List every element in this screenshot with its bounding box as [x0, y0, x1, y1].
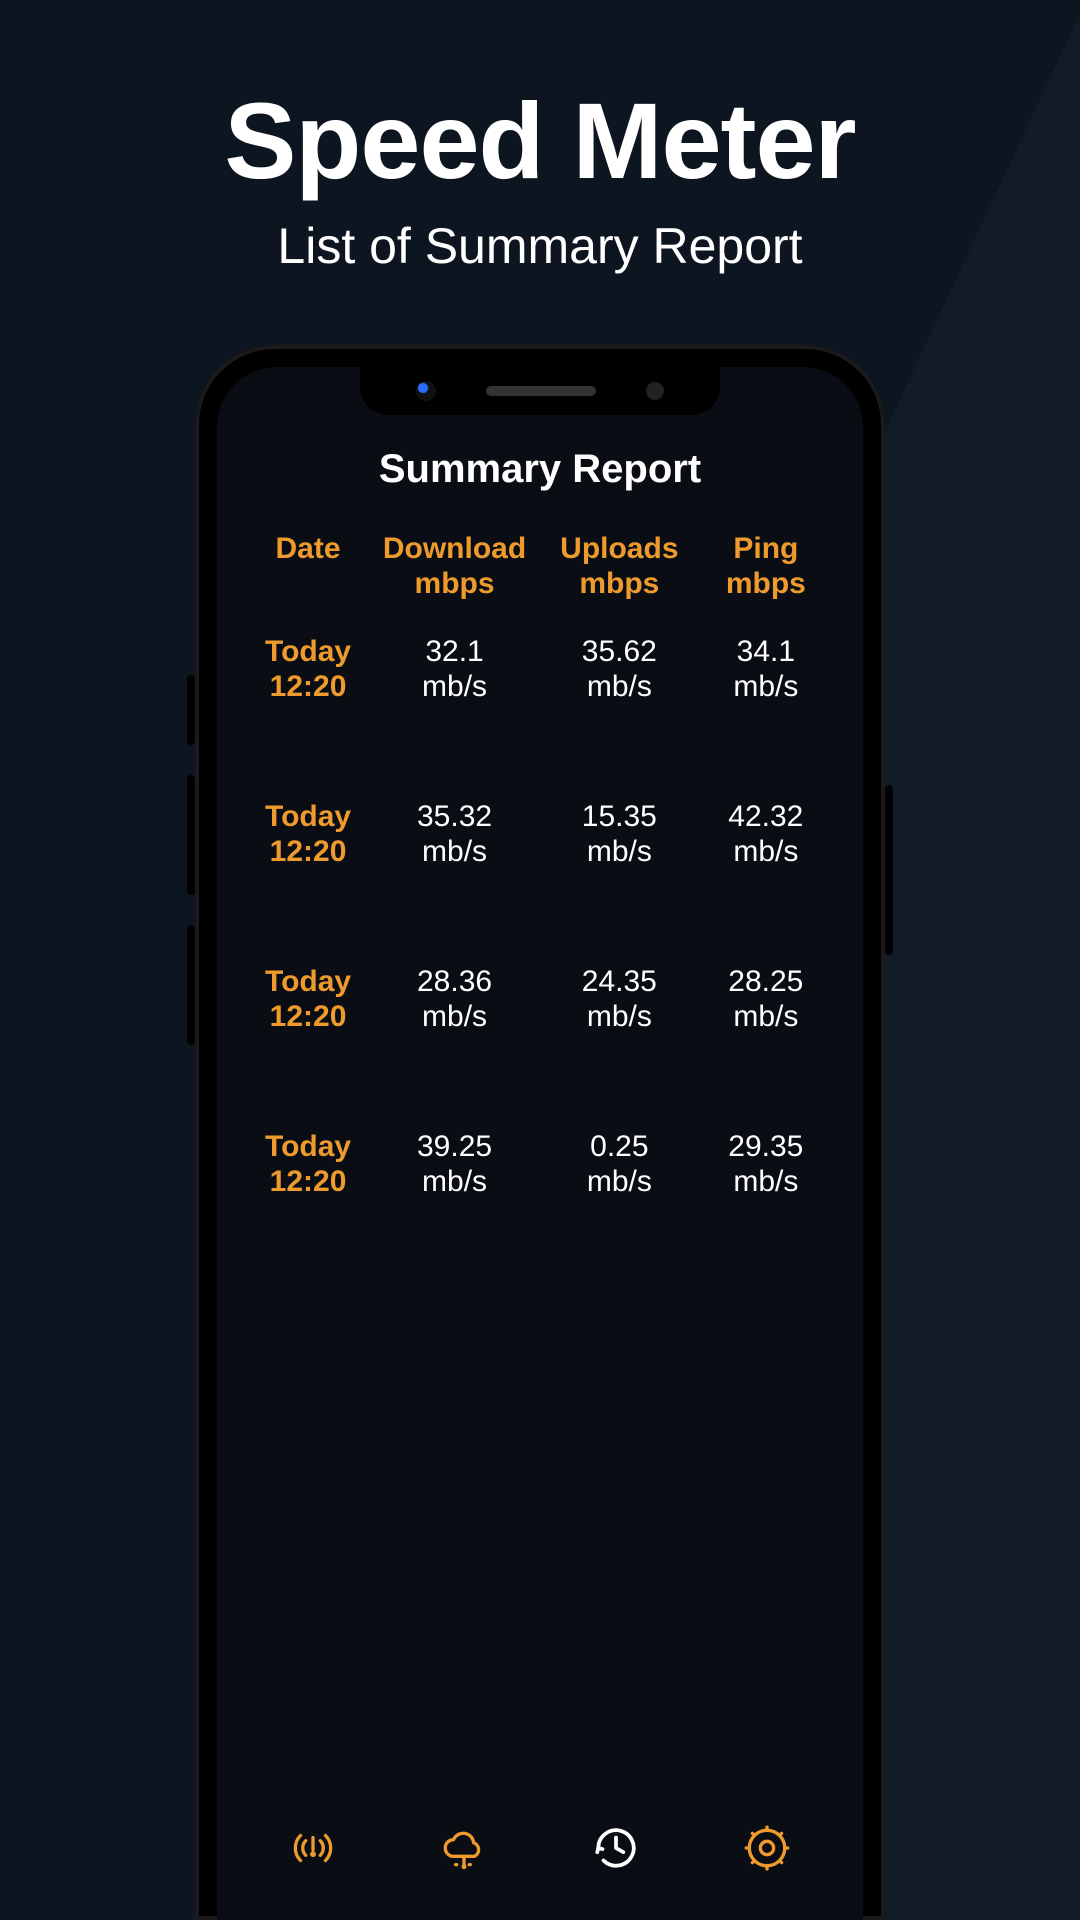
cell-ping: 34.1mb/s: [699, 635, 833, 704]
cell-upload: 0.25mb/s: [540, 1130, 699, 1199]
sensor-icon: [646, 382, 664, 400]
cell-upload: 35.62mb/s: [540, 635, 699, 704]
cell-download: 39.25mb/s: [369, 1130, 540, 1199]
column-header-uploads: Uploads mbps: [540, 532, 699, 601]
table-row[interactable]: Today12:2032.1mb/s35.62mb/s34.1mb/s: [247, 635, 833, 704]
phone-side-button: [187, 775, 195, 895]
nav-cloud-button[interactable]: [434, 1820, 494, 1880]
cell-date: Today12:20: [247, 965, 369, 1034]
history-icon: [591, 1823, 641, 1878]
table-header-row: Date Download mbps Uploads mbps Ping: [247, 532, 833, 601]
table-row[interactable]: Today12:2035.32mb/s15.35mb/s42.32mb/s: [247, 800, 833, 869]
page-root: Speed Meter List of Summary Report Summa…: [0, 0, 1080, 1920]
phone-side-button: [187, 925, 195, 1045]
column-header-ping: Ping mbps: [699, 532, 833, 601]
nav-settings-button[interactable]: [737, 1820, 797, 1880]
hero-title: Speed Meter: [224, 78, 855, 203]
cell-upload: 24.35mb/s: [540, 965, 699, 1034]
signal-icon: [288, 1823, 338, 1878]
cell-ping: 29.35mb/s: [699, 1130, 833, 1199]
cell-download: 35.32mb/s: [369, 800, 540, 869]
cell-date: Today12:20: [247, 635, 369, 704]
cloud-icon: [439, 1823, 489, 1878]
table-row[interactable]: Today12:2028.36mb/s24.35mb/s28.25mb/s: [247, 965, 833, 1034]
gear-icon: [742, 1823, 792, 1878]
screen-content: Summary Report Date Download mbps Upload…: [217, 367, 863, 1800]
cell-download: 28.36mb/s: [369, 965, 540, 1034]
report-table: Date Download mbps Uploads mbps Ping: [247, 532, 833, 1295]
cell-ping: 28.25mb/s: [699, 965, 833, 1034]
column-header-date: Date: [247, 532, 369, 567]
column-header-download: Download mbps: [369, 532, 540, 601]
bottom-nav: [217, 1800, 863, 1920]
nav-history-button[interactable]: [586, 1820, 646, 1880]
speaker-grill: [486, 386, 596, 396]
front-camera-icon: [416, 381, 436, 401]
phone-frame: Summary Report Date Download mbps Upload…: [195, 345, 885, 1920]
cell-download: 32.1mb/s: [369, 635, 540, 704]
cell-date: Today12:20: [247, 1130, 369, 1199]
cell-upload: 15.35mb/s: [540, 800, 699, 869]
phone-screen: Summary Report Date Download mbps Upload…: [217, 367, 863, 1920]
phone-side-button: [187, 675, 195, 745]
nav-signal-button[interactable]: [283, 1820, 343, 1880]
hero-subtitle: List of Summary Report: [277, 217, 802, 275]
screen-title: Summary Report: [247, 447, 833, 492]
cell-date: Today12:20: [247, 800, 369, 869]
phone-notch: [360, 367, 720, 415]
cell-ping: 42.32mb/s: [699, 800, 833, 869]
table-row[interactable]: Today12:2039.25mb/s0.25mb/s29.35mb/s: [247, 1130, 833, 1199]
phone-side-button: [885, 785, 893, 955]
